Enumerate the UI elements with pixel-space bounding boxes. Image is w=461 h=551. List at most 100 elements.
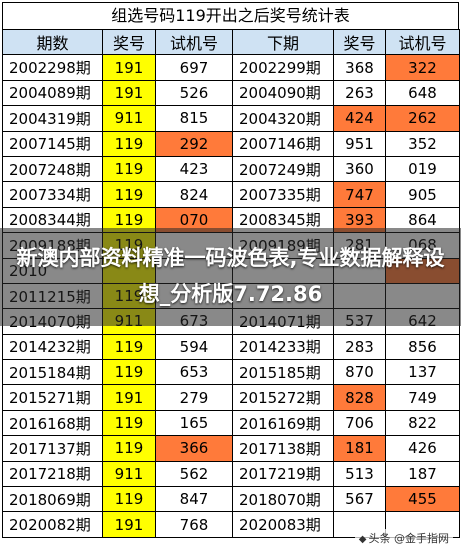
cell-trial: 697 [155, 54, 233, 81]
cell-next-period: 2002299期 [232, 54, 334, 81]
cell-trial: 366 [155, 435, 233, 462]
cell-next-award: 706 [333, 409, 386, 437]
cell-next-trial: 426 [385, 435, 460, 462]
table-row: 2014232期 119 594 2014233期 283 856 [2, 333, 460, 361]
cell-next-period: 2020083期 [232, 511, 334, 538]
cell-next-award: 283 [333, 333, 386, 361]
cell-trial: 824 [155, 181, 233, 208]
cell-next-award: 263 [333, 79, 386, 107]
cell-award: 119 [102, 435, 156, 462]
cell-period: 2007248期 [2, 155, 103, 183]
cell-next-trial: 648 [385, 79, 460, 107]
table-title: 组选号码119开出之后奖号统计表 [2, 2, 459, 29]
table-row: 2007248期 119 423 2007249期 360 019 [2, 155, 460, 183]
cell-award: 119 [102, 130, 156, 157]
table-row: 2020082期 191 768 2020083期 [2, 511, 460, 538]
cell-next-period: 2004320期 [232, 105, 334, 132]
cell-next-period: 2014233期 [232, 333, 334, 361]
header-trial: 试机号 [155, 28, 233, 56]
cell-trial: 423 [155, 155, 233, 183]
cell-trial: 562 [155, 460, 233, 488]
cell-award: 119 [102, 486, 156, 513]
cell-trial: 815 [155, 105, 233, 132]
header-next-award: 奖号 [333, 28, 386, 56]
promo-overlay-text: 新澳内部资料精准一码波色表,专业数据解释设想_分析版7.72.86 [16, 246, 445, 306]
cell-next-trial: 019 [385, 155, 460, 183]
watermark: ◆ 头条 @金手指网 [354, 529, 453, 547]
table-row: 2002298期 191 697 2002299期 368 322 [2, 54, 460, 81]
table-row: 2007145期 119 292 2007146期 951 352 [2, 130, 460, 157]
cell-next-award: 424 [333, 105, 386, 132]
cell-period: 2017137期 [2, 435, 103, 462]
cell-trial: 653 [155, 359, 233, 386]
table-row: 2017218期 911 562 2017219期 513 187 [2, 460, 460, 488]
cell-next-trial: 905 [385, 181, 460, 208]
table-row: 2017137期 119 366 2017138期 181 426 [2, 435, 460, 462]
cell-award: 119 [102, 409, 156, 437]
header-next-trial: 试机号 [385, 28, 460, 56]
watermark-text: 头条 @金手指网 [368, 532, 450, 545]
cell-trial: 292 [155, 130, 233, 157]
cell-next-award: 181 [333, 435, 386, 462]
cell-next-period: 2015272期 [232, 384, 334, 411]
cell-period: 2015271期 [2, 384, 103, 411]
cell-next-period: 2007146期 [232, 130, 334, 157]
cell-next-trial: 262 [385, 105, 460, 132]
cell-trial: 165 [155, 409, 233, 437]
cell-next-award: 870 [333, 359, 386, 386]
cell-next-award: 368 [333, 54, 386, 81]
cell-next-period: 2017138期 [232, 435, 334, 462]
cell-next-trial: 749 [385, 384, 460, 411]
cell-next-period: 2018070期 [232, 486, 334, 513]
cell-period: 2020082期 [2, 511, 103, 538]
cell-period: 2016168期 [2, 409, 103, 437]
cell-award: 119 [102, 359, 156, 386]
cell-period: 2004319期 [2, 105, 103, 132]
cell-next-period: 2007249期 [232, 155, 334, 183]
cell-next-award: 747 [333, 181, 386, 208]
table-row: 2008344期 119 070 2008345期 393 864 [2, 206, 460, 234]
cell-trial: 847 [155, 486, 233, 513]
cell-award: 119 [102, 333, 156, 361]
cell-period: 2007145期 [2, 130, 103, 157]
cell-next-award: 360 [333, 155, 386, 183]
cell-next-trial: 322 [385, 54, 460, 81]
header-row: 期数 奖号 试机号 下期 奖号 试机号 [2, 28, 460, 56]
cell-next-period: 2004090期 [232, 79, 334, 107]
cell-trial: 279 [155, 384, 233, 411]
cell-award: 191 [102, 511, 156, 538]
cell-next-period: 2015185期 [232, 359, 334, 386]
promo-overlay [0, 228, 461, 326]
cell-award: 191 [102, 79, 156, 107]
header-award: 奖号 [102, 28, 156, 56]
header-next-period: 下期 [232, 28, 334, 56]
cell-next-award: 828 [333, 384, 386, 411]
cell-next-trial: 352 [385, 130, 460, 157]
cell-award: 191 [102, 54, 156, 81]
table-row: 2004089期 191 526 2004090期 263 648 [2, 79, 460, 107]
cell-next-period: 2007335期 [232, 181, 334, 208]
cell-next-trial: 137 [385, 359, 460, 386]
cell-next-award: 951 [333, 130, 386, 157]
cell-next-award: 513 [333, 460, 386, 488]
cell-trial: 526 [155, 79, 233, 107]
cell-period: 2015184期 [2, 359, 103, 386]
cell-award: 191 [102, 384, 156, 411]
cell-award: 119 [102, 155, 156, 183]
cell-period: 2018069期 [2, 486, 103, 513]
table-row: 2015184期 119 653 2015185期 870 137 [2, 359, 460, 386]
cell-next-trial: 187 [385, 460, 460, 488]
cell-period: 2004089期 [2, 79, 103, 107]
table-row: 2018069期 119 847 2018070期 567 455 [2, 486, 460, 513]
watermark-icon: ◆ [358, 534, 367, 545]
table-row: 2016168期 119 165 2016169期 706 822 [2, 409, 460, 437]
cell-next-award: 567 [333, 486, 386, 513]
cell-award: 911 [102, 460, 156, 488]
cell-period: 2014232期 [2, 333, 103, 361]
cell-award: 119 [102, 181, 156, 208]
cell-period: 2017218期 [2, 460, 103, 488]
cell-trial: 768 [155, 511, 233, 538]
cell-next-trial: 822 [385, 409, 460, 437]
cell-period: 2002298期 [2, 54, 103, 81]
cell-trial: 594 [155, 333, 233, 361]
